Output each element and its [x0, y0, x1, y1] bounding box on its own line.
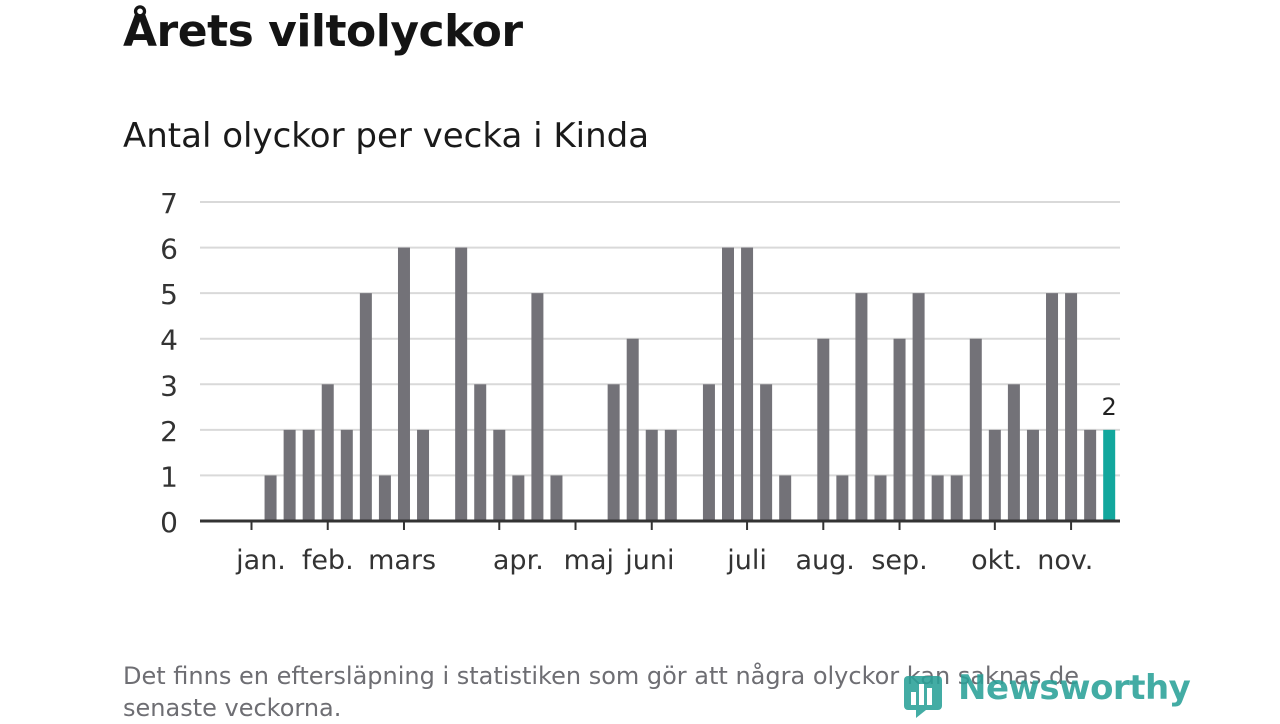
bar	[474, 384, 487, 521]
bar	[893, 338, 906, 521]
y-axis-ticks: 0 1 2 3 4 5 6 7	[160, 187, 178, 539]
y-tick-label: 2	[160, 415, 178, 448]
bar	[722, 247, 734, 522]
chart-subtitle: Antal olyckor per vecka i Kinda	[123, 116, 650, 156]
bar	[417, 429, 430, 521]
y-tick-label: 0	[160, 506, 178, 539]
bar	[607, 384, 620, 521]
bar	[779, 475, 792, 521]
bar	[493, 429, 506, 521]
x-tick-label: sep.	[871, 545, 927, 576]
data-label: 2	[1102, 393, 1117, 421]
x-tick-label: jan.	[235, 545, 286, 576]
bar	[531, 293, 544, 521]
data-labels: 2	[1102, 393, 1117, 421]
bar	[340, 429, 353, 521]
bar	[988, 429, 1001, 521]
newsworthy-logo[interactable]: Newsworthy	[902, 668, 1191, 718]
bar	[359, 293, 372, 521]
bar	[912, 293, 925, 521]
bar	[321, 384, 334, 521]
x-tick-label: aug.	[796, 545, 855, 576]
x-tick-label: feb.	[302, 545, 354, 576]
bar	[378, 475, 391, 521]
chart-title: Årets viltolyckor	[123, 6, 523, 57]
x-tick-label: maj	[564, 545, 614, 576]
x-tick-label: nov.	[1037, 545, 1093, 576]
bars	[264, 247, 1116, 522]
bar	[817, 338, 830, 521]
bar	[1084, 429, 1097, 521]
newsworthy-logo-icon	[904, 676, 942, 718]
y-tick-label: 6	[160, 233, 178, 266]
bar	[836, 475, 849, 521]
bar	[1026, 429, 1039, 521]
bar	[626, 338, 639, 521]
bar	[283, 429, 296, 521]
bar	[874, 475, 887, 521]
x-tick-label: juli	[726, 545, 767, 576]
x-tick-label: apr.	[493, 545, 544, 576]
bar	[645, 429, 658, 521]
y-tick-label: 5	[160, 278, 178, 311]
bar	[702, 384, 715, 521]
bar	[969, 338, 982, 521]
bar	[512, 475, 525, 521]
x-tick-label: okt.	[971, 545, 1022, 576]
bar	[1046, 293, 1059, 521]
y-tick-label: 4	[160, 324, 178, 357]
y-tick-label: 3	[160, 369, 178, 402]
bar	[1065, 293, 1078, 521]
y-tick-label: 7	[160, 187, 178, 220]
bar	[760, 384, 773, 521]
bar-highlight	[1103, 429, 1116, 521]
bar	[950, 475, 963, 521]
bar	[931, 475, 944, 521]
bar	[302, 429, 315, 521]
bar	[455, 247, 468, 522]
x-axis-ticks: jan. feb. mars apr. maj juni juli aug. sep. okt. n…	[235, 521, 1093, 576]
gridlines	[200, 201, 1120, 477]
bar-chart: 0 1 2 3 4 5 6 7 2 jan. feb. mars apr. maj juni juli au…	[160, 187, 1120, 576]
x-tick-label: mars	[368, 545, 436, 576]
bar	[550, 475, 563, 521]
newsworthy-logo-text: Newsworthy	[958, 668, 1191, 708]
y-tick-label: 1	[160, 460, 178, 493]
bar	[397, 247, 410, 522]
bar	[1007, 384, 1020, 521]
bar	[741, 247, 754, 522]
bar	[664, 429, 677, 521]
bar	[855, 293, 868, 521]
bar	[264, 475, 277, 521]
x-tick-label: juni	[624, 545, 674, 576]
